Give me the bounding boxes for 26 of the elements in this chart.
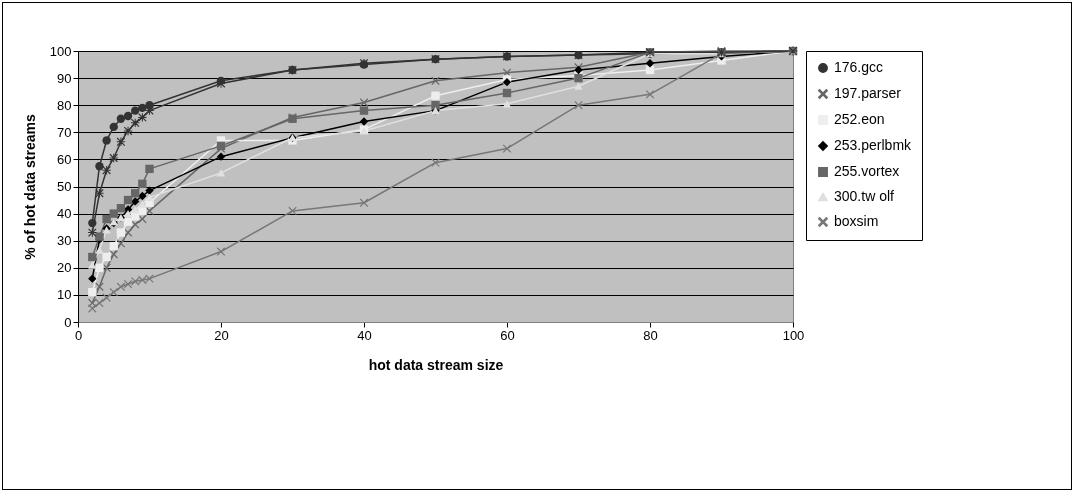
- y-tick-label: 50: [57, 179, 72, 194]
- x-tick-label: 60: [500, 327, 515, 343]
- legend-label: boxsim: [834, 213, 879, 229]
- y-tick-label: 60: [57, 151, 72, 167]
- x-tick-label: 40: [357, 327, 372, 343]
- legend-label: 197.parser: [834, 85, 902, 101]
- x-tick-label: 80: [643, 327, 658, 343]
- y-tick-label: 80: [57, 97, 72, 113]
- x-tick-label: 20: [214, 327, 229, 343]
- x-tick-label: 0: [74, 327, 83, 343]
- y-tick-label: 20: [57, 260, 72, 276]
- y-tick-label: 40: [57, 206, 72, 222]
- legend-label: 300.tw olf: [834, 188, 895, 204]
- y-tick-label: 30: [57, 233, 72, 249]
- y-tick-label: 100: [49, 43, 72, 59]
- legend-label: 253.perlbmk: [834, 137, 913, 153]
- legend-label: 176.gcc: [834, 59, 884, 75]
- y-tick-label: 90: [57, 70, 72, 86]
- legend-label: 255.vortex: [834, 163, 900, 179]
- legend-label: 252.eon: [834, 111, 885, 127]
- y-tick-label: 0: [64, 314, 72, 330]
- y-tick-label: 10: [57, 287, 72, 303]
- y-axis-title: % of hot data streams: [21, 114, 38, 260]
- x-axis-title: hot data stream size: [368, 356, 504, 373]
- y-tick-label: 70: [57, 124, 72, 140]
- x-tick-label: 100: [782, 327, 805, 343]
